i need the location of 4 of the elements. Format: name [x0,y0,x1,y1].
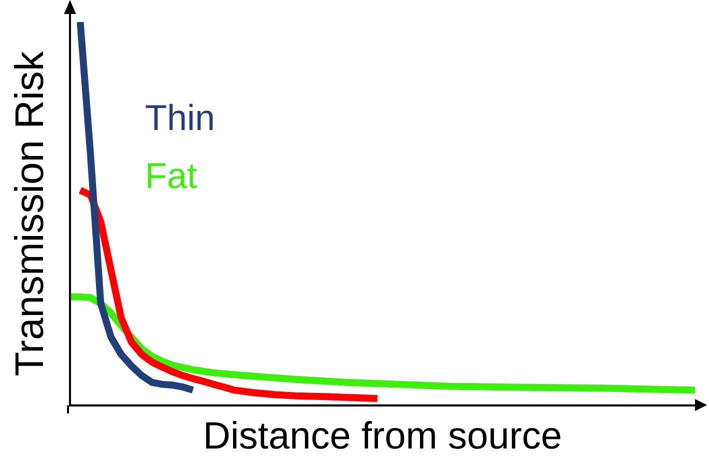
x-axis-title: Distance from source [202,416,562,458]
y-axis-title: Transmission Risk [8,50,52,376]
series-label: Thin [145,96,216,138]
text: Fat [145,154,198,196]
